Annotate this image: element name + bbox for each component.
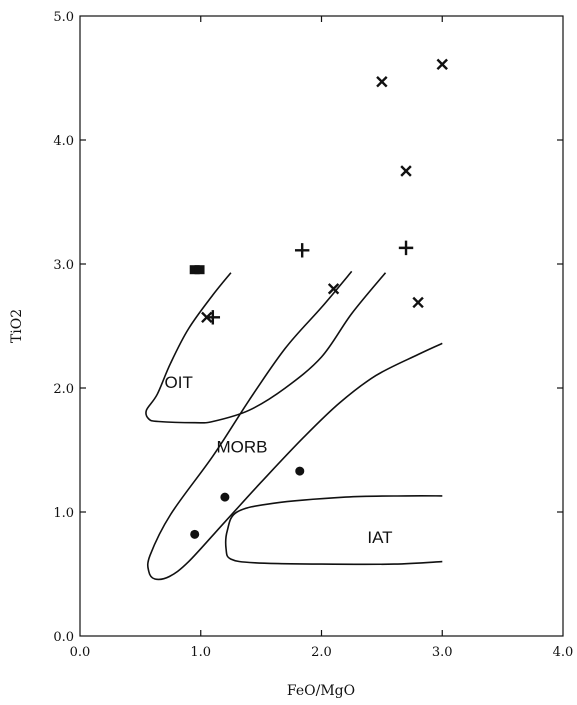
oit-boundary	[145, 272, 387, 424]
y-tick-label: 4.0	[53, 134, 74, 149]
y-tick-label: 2.0	[53, 382, 74, 397]
plus-point	[294, 243, 310, 258]
cross-point	[327, 283, 340, 295]
cross-point	[201, 311, 213, 324]
morb-label: MORB	[216, 437, 267, 456]
oit-label: OIT	[165, 373, 193, 392]
iat-boundary	[224, 495, 443, 566]
x-tick-label: 3.0	[432, 645, 453, 660]
cross-point	[436, 58, 448, 71]
plot-frame	[79, 15, 564, 637]
data-points	[189, 58, 448, 539]
circle-point	[295, 466, 305, 476]
plus-point	[205, 310, 221, 325]
y-tick-label: 3.0	[53, 258, 74, 273]
morb-boundary	[146, 270, 443, 581]
y-tick-label: 1.0	[53, 506, 74, 521]
x-tick-label: 2.0	[311, 645, 332, 660]
cross-point	[412, 296, 424, 309]
cross-point	[376, 76, 388, 88]
axis-ticks: 0.0 1.0 2.0 3.0 4.0 0.0 1.0 2.0 3.0 4.0 5.0	[53, 10, 573, 660]
y-tick-label: 0.0	[53, 630, 74, 645]
y-axis-label: TiO2	[9, 309, 25, 343]
circle-point	[190, 529, 200, 539]
x-tick-label: 0.0	[70, 645, 91, 660]
circle-point	[220, 492, 230, 502]
x-axis-label: FeO/MgO	[287, 683, 355, 699]
plus-point	[398, 240, 414, 256]
iat-label: IAT	[367, 528, 392, 547]
x-tick-label: 4.0	[553, 645, 574, 660]
field-boundaries: OIT MORB IAT	[145, 270, 443, 581]
x-tick-label: 1.0	[190, 645, 211, 660]
cross-point	[400, 165, 412, 177]
square-point	[194, 265, 205, 275]
y-tick-label: 5.0	[53, 10, 74, 25]
